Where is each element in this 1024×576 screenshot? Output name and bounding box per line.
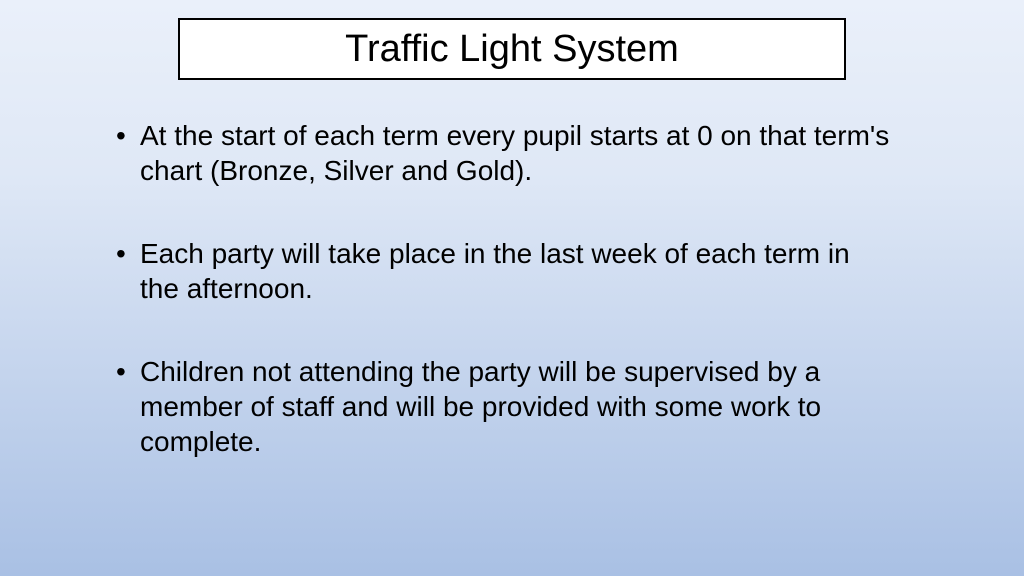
slide-title: Traffic Light System [345,28,679,71]
title-box: Traffic Light System [178,18,846,80]
list-item: At the start of each term every pupil st… [112,118,892,188]
list-item: Children not attending the party will be… [112,354,892,459]
bullet-list: At the start of each term every pupil st… [112,118,892,507]
list-item: Each party will take place in the last w… [112,236,892,306]
slide-container: Traffic Light System At the start of eac… [0,0,1024,576]
